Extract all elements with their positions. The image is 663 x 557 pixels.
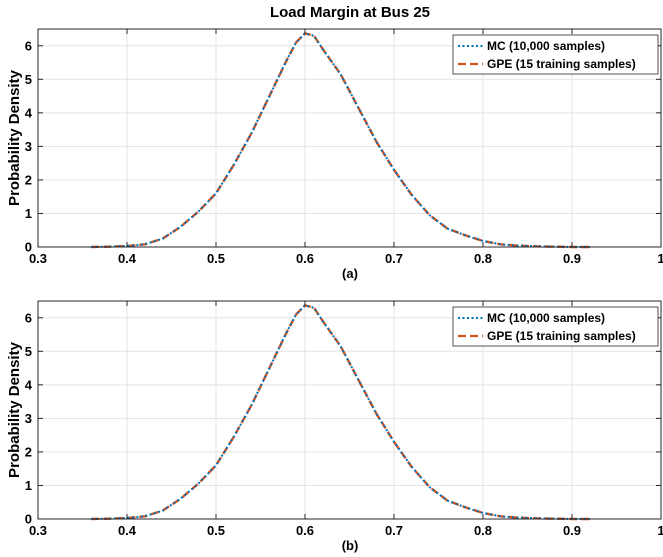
- tick-marks: [37, 29, 662, 248]
- y-tick-label: 1: [25, 206, 32, 221]
- y-tick-labels: 0 1 2 3 4 5 6: [25, 38, 33, 254]
- panel-a: 0.3 0.4 0.5 0.6 0.7 0.8 0.9 1 0 1 2 3 4 5 6 Probabili…: [6, 28, 663, 281]
- x-tick-label: 0.3: [29, 523, 47, 538]
- axes-box: [37, 28, 662, 248]
- series-mc-line: [91, 304, 590, 520]
- y-tick-label: 6: [25, 38, 32, 53]
- x-tick-labels: 0.3 0.4 0.5 0.6 0.7 0.8 0.9 1: [29, 523, 663, 538]
- series-layer: [91, 304, 590, 521]
- series-layer: [91, 32, 590, 249]
- legend: MC (10,000 samples) GPE (15 training sam…: [452, 306, 659, 347]
- legend-label-mc: MC (10,000 samples): [487, 311, 605, 325]
- subplot-label: (a): [342, 266, 358, 281]
- axes-box: [37, 300, 662, 520]
- x-tick-label: 0.4: [118, 523, 137, 538]
- y-tick-label: 1: [25, 478, 32, 493]
- x-tick-label: 0.5: [207, 523, 225, 538]
- x-tick-label: 0.8: [474, 251, 492, 266]
- y-tick-label: 3: [25, 139, 32, 154]
- x-tick-label: 1: [657, 251, 663, 266]
- x-tick-label: 0.5: [207, 251, 225, 266]
- subplot-label: (b): [342, 538, 359, 553]
- y-tick-label: 2: [25, 172, 32, 187]
- x-tick-label: 0.3: [29, 251, 47, 266]
- x-tick-label: 0.7: [385, 251, 403, 266]
- x-tick-label: 0.6: [296, 251, 314, 266]
- x-tick-label: 0.7: [385, 523, 403, 538]
- x-tick-label: 0.8: [474, 523, 492, 538]
- y-tick-label: 5: [25, 344, 32, 359]
- x-tick-labels: 0.3 0.4 0.5 0.6 0.7 0.8 0.9 1: [29, 251, 663, 266]
- legend-label-gpe: GPE (15 training samples): [487, 57, 636, 71]
- y-axis-label: Probability Density: [6, 341, 23, 478]
- x-tick-label: 0.9: [563, 251, 581, 266]
- y-axis-label: Probability Density: [6, 69, 23, 206]
- legend-box: [452, 306, 659, 347]
- tick-marks: [37, 301, 662, 520]
- panel-b: 0.3 0.4 0.5 0.6 0.7 0.8 0.9 1 0 1 2 3 4 5 6 Probabili…: [6, 300, 663, 553]
- y-tick-label: 6: [25, 310, 32, 325]
- y-tick-labels: 0 1 2 3 4 5 6: [25, 310, 33, 526]
- x-tick-label: 0.4: [118, 251, 137, 266]
- legend: MC (10,000 samples) GPE (15 training sam…: [452, 34, 659, 75]
- y-tick-label: 0: [25, 512, 32, 527]
- chart-title: Load Margin at Bus 25: [270, 4, 430, 21]
- y-tick-label: 2: [25, 444, 32, 459]
- y-tick-label: 4: [25, 377, 33, 392]
- legend-label-mc: MC (10,000 samples): [487, 39, 605, 53]
- series-mc-line: [91, 32, 590, 248]
- y-tick-label: 5: [25, 72, 32, 87]
- x-tick-label: 0.9: [563, 523, 581, 538]
- x-tick-label: 1: [657, 523, 663, 538]
- y-tick-label: 4: [25, 105, 33, 120]
- y-tick-label: 0: [25, 240, 32, 255]
- legend-label-gpe: GPE (15 training samples): [487, 329, 636, 343]
- legend-box: [452, 34, 659, 75]
- y-tick-label: 3: [25, 411, 32, 426]
- x-tick-label: 0.6: [296, 523, 314, 538]
